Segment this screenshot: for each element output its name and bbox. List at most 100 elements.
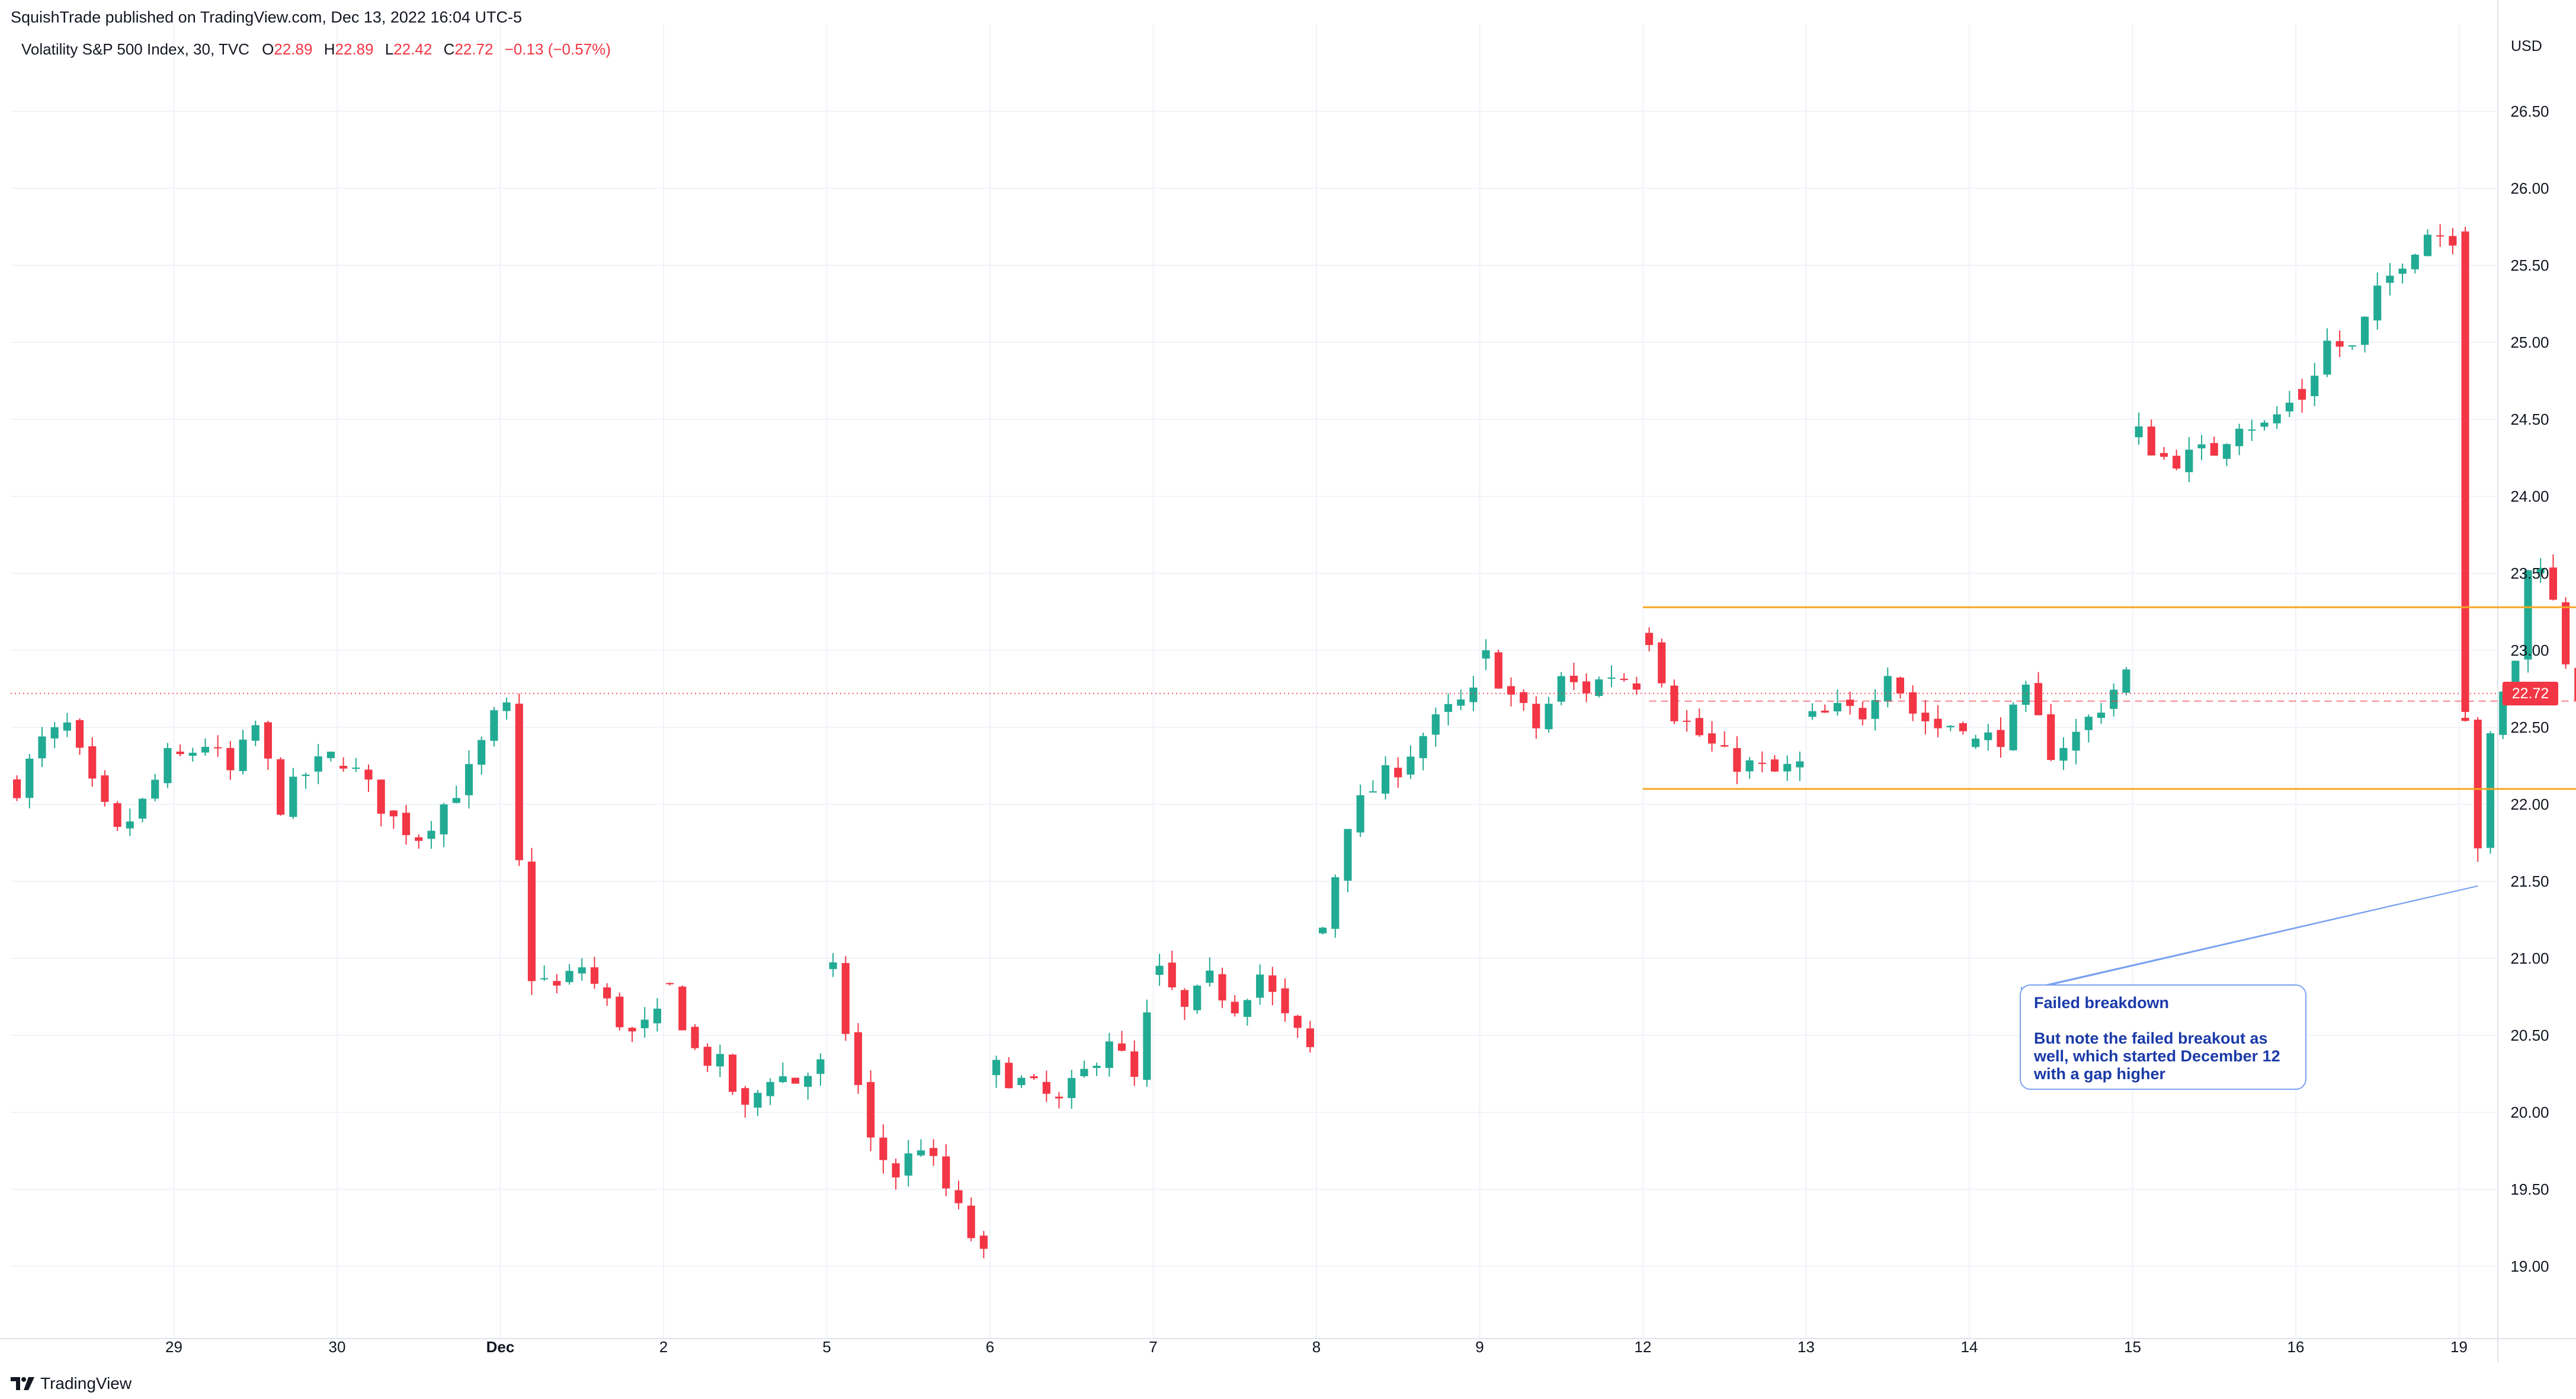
candle-body <box>1808 711 1816 717</box>
candle-body <box>1406 756 1415 775</box>
candle-body <box>879 1137 887 1160</box>
candle-body <box>766 1082 774 1096</box>
candle-body <box>628 1028 636 1032</box>
candle-body <box>1683 720 1691 722</box>
candle-body <box>302 774 310 776</box>
x-tick-label: 5 <box>822 1338 831 1356</box>
candle-body <box>1218 974 1226 1001</box>
candle-body <box>1268 975 1277 992</box>
candle-body <box>754 1093 762 1108</box>
tradingview-brand[interactable]: TradingView <box>11 1374 132 1393</box>
candle-body <box>1595 679 1603 697</box>
candle-body <box>63 722 71 731</box>
candle-body <box>2047 714 2055 761</box>
candle-body <box>2285 402 2293 412</box>
candle-body <box>377 779 385 814</box>
candle-body <box>1319 928 1327 933</box>
candle-body <box>1193 986 1202 1010</box>
candle-body <box>277 759 285 815</box>
annotation-callout[interactable]: Failed breakdown But note the failed bre… <box>2020 984 2306 1090</box>
candle-body <box>1632 683 1641 690</box>
x-tick-label: 14 <box>1961 1338 1978 1356</box>
low-label: L <box>385 40 394 58</box>
candle-body <box>2084 717 2093 730</box>
x-tick-label: 8 <box>1312 1338 1321 1356</box>
candle-body <box>2536 568 2545 573</box>
candle-body <box>1080 1068 1088 1077</box>
candle-body <box>791 1077 800 1084</box>
time-axis[interactable]: 29 30 Dec 2 5 6 7 8 9 12 13 14 15 16 19 <box>165 1338 2468 1356</box>
low-value: 22.42 <box>393 40 432 58</box>
candle-body <box>1381 765 1390 794</box>
candle-body <box>741 1088 749 1105</box>
candle-body <box>2059 747 2068 761</box>
candle-body <box>13 779 21 798</box>
x-tick-label: 6 <box>986 1338 994 1356</box>
candle-body <box>2072 731 2080 751</box>
candle-body <box>289 776 297 817</box>
candlestick-series <box>13 224 2576 1259</box>
candle-body <box>214 747 222 749</box>
candle-body <box>992 1060 1001 1076</box>
candle-body <box>2173 455 2181 469</box>
symbol-name[interactable]: Volatility S&P 500 Index, 30, TVC <box>21 40 249 58</box>
candle-body <box>2147 426 2155 455</box>
candle-body <box>1645 633 1654 645</box>
candle-body <box>2311 376 2319 396</box>
candle-body <box>1959 723 1967 731</box>
candle-body <box>427 830 435 839</box>
candle-body <box>1256 974 1264 998</box>
candle-body <box>138 798 147 819</box>
candle-body <box>1482 650 1490 659</box>
candle-body <box>2110 689 2118 709</box>
candle-body <box>201 746 210 753</box>
candle-body <box>2197 444 2206 448</box>
y-tick-label: 22.50 <box>2510 718 2549 736</box>
open-value: 22.89 <box>274 40 313 58</box>
candle-body <box>1607 677 1616 679</box>
candle-body <box>942 1156 950 1189</box>
candle-body <box>2411 255 2419 269</box>
candle-body <box>1394 768 1402 778</box>
candle-body <box>2323 341 2331 375</box>
candle-body <box>1770 759 1779 772</box>
candle-body <box>2009 704 2017 750</box>
y-tick-label: 24.00 <box>2510 487 2549 505</box>
price-axis[interactable]: 19.00 19.50 20.00 20.50 21.00 21.50 22.00 22.50… <box>2510 102 2549 1275</box>
candle-body <box>1369 791 1377 793</box>
annotation-title: Failed breakdown <box>2034 994 2170 1012</box>
candle-body <box>490 710 498 741</box>
candle-body <box>2097 713 2106 718</box>
candle-body <box>1658 642 1666 684</box>
current-price-tag: 22.72 <box>2503 682 2558 705</box>
candle-body <box>1231 1002 1239 1013</box>
candle-body <box>653 1008 661 1023</box>
candle-body <box>930 1148 938 1156</box>
candle-body <box>1281 988 1289 1013</box>
candle-body <box>716 1054 724 1067</box>
candle-body <box>2348 345 2356 347</box>
candle-body <box>1469 687 1478 702</box>
candle-body <box>88 746 97 779</box>
candle-body <box>1331 877 1340 929</box>
candle-body <box>2436 235 2444 237</box>
candle-body <box>954 1190 963 1204</box>
candle-body <box>2373 285 2382 321</box>
open-label: O <box>262 40 274 58</box>
y-tick-label: 22.00 <box>2510 795 2549 813</box>
candle-body <box>264 722 273 759</box>
y-tick-label: 21.00 <box>2510 949 2549 967</box>
candle-body <box>113 803 121 827</box>
chart-grid <box>0 0 2576 1362</box>
high-value: 22.89 <box>335 40 374 58</box>
candle-body <box>2273 414 2281 423</box>
candle-body <box>527 861 536 981</box>
candle-body <box>1783 763 1792 772</box>
candle-body <box>2562 602 2570 665</box>
candle-body <box>1180 990 1189 1007</box>
candle-body <box>226 747 235 771</box>
candle-body <box>50 727 59 739</box>
candle-body <box>1494 652 1502 689</box>
currency-label: USD <box>2511 38 2542 54</box>
